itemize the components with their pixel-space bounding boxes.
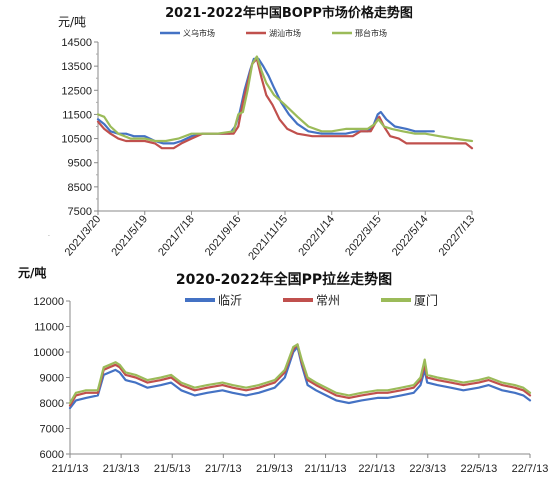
pp-x-tick-label: 21/3/13	[103, 463, 140, 475]
bopp-x-tick-label: 2022/7/13	[437, 213, 478, 258]
pp-y-tick-label: 9000	[40, 373, 64, 385]
pp-chart-title: 2020-2022年全国PP拉丝走势图	[176, 271, 392, 288]
bopp-x-tick-label: 2021/3/20	[63, 213, 104, 258]
bopp-series-line-3	[96, 55, 474, 143]
pp-x-tick-labels: 21/1/13 21/3/13 21/5/13 21/7/13 21/9/13 21/11…	[52, 463, 549, 475]
pp-price-chart: 元/吨 2020-2022年全国PP拉丝走势图 临沂 常州 厦门 12000 1100…	[18, 265, 548, 475]
bopp-y-tick-label: 10500	[61, 134, 92, 146]
bopp-y-tick-label: 14500	[61, 37, 92, 49]
bopp-y-unit: 元/吨	[58, 15, 86, 29]
pp-x-tick-label: 22/1/13	[358, 463, 395, 475]
pp-series-line-3	[68, 343, 532, 405]
bopp-legend: 义乌市场 湖汕市场 邢台市场	[160, 28, 387, 38]
pp-y-tick-label: 8000	[40, 398, 64, 410]
bopp-legend-label: 义乌市场	[183, 28, 215, 38]
pp-y-unit: 元/吨	[18, 265, 46, 280]
bopp-axes	[94, 41, 473, 215]
pp-y-tick-label: 6000	[40, 449, 64, 461]
pp-y-tick-label: 11000	[34, 322, 64, 334]
bopp-x-tick-labels: 2021/3/20 2021/5/19 2021/7/18 2021/9/16 2021…	[63, 213, 478, 262]
pp-axes	[66, 300, 531, 458]
pp-x-tick-label: 22/3/13	[409, 463, 446, 475]
pp-series-lines	[68, 343, 532, 410]
pp-x-tick-label: 22/7/13	[512, 463, 549, 475]
bopp-chart-title: 2021-2022年中国BOPP市场价格走势图	[165, 5, 413, 21]
bopp-series-line-1	[96, 57, 435, 145]
bopp-series-lines	[96, 55, 474, 150]
bopp-y-tick-label: 11500	[62, 109, 92, 121]
pp-legend-label: 常州	[316, 294, 340, 308]
bopp-x-tick-label: 2022/1/14	[296, 213, 337, 258]
pp-y-tick-labels: 12000 11000 10000 9000 8000 7000 6000	[33, 296, 64, 461]
bopp-y-tick-label: 12500	[61, 85, 92, 97]
pp-y-tick-label: 7000	[40, 424, 64, 436]
stray-dot: ·	[48, 233, 50, 240]
bopp-x-tick-label: 2021/11/15	[246, 213, 290, 262]
bopp-y-tick-label: 13500	[61, 61, 92, 73]
pp-x-tick-label: 21/5/13	[154, 463, 191, 475]
pp-x-tick-label: 21/11/13	[305, 463, 347, 475]
pp-x-tick-label: 21/7/13	[205, 463, 242, 475]
bopp-x-tick-label: 2021/9/16	[203, 213, 244, 258]
bopp-y-tick-label: 8500	[68, 182, 92, 194]
bopp-x-tick-label: 2022/5/14	[390, 213, 431, 258]
pp-legend: 临沂 常州 厦门	[185, 293, 438, 308]
bopp-legend-label: 湖汕市场	[269, 28, 301, 38]
pp-legend-label: 临沂	[218, 294, 242, 308]
bopp-x-tick-label: 2021/7/18	[156, 213, 197, 258]
bopp-y-tick-label: 7500	[68, 206, 92, 218]
pp-x-tick-label: 21/1/13	[52, 463, 89, 475]
bopp-price-chart: 2021-2022年中国BOPP市场价格走势图 元/吨 义乌市场 湖汕市场 邢台市场…	[58, 5, 477, 262]
pp-y-tick-label: 10000	[33, 347, 64, 359]
bopp-legend-label: 邢台市场	[355, 28, 387, 38]
bopp-y-tick-labels: 14500 13500 12500 11500 10500 9500 8500 7500	[61, 37, 92, 218]
bopp-series-line-2	[96, 57, 474, 150]
bopp-y-tick-label: 9500	[68, 158, 92, 170]
pp-legend-label: 厦门	[414, 293, 438, 308]
bopp-x-tick-label: 2022/3/15	[343, 213, 384, 258]
pp-x-tick-label: 22/5/13	[461, 463, 498, 475]
pp-y-tick-label: 12000	[33, 296, 64, 308]
bopp-x-tick-label: 2021/5/19	[109, 213, 150, 258]
pp-x-tick-label: 21/9/13	[256, 463, 293, 475]
